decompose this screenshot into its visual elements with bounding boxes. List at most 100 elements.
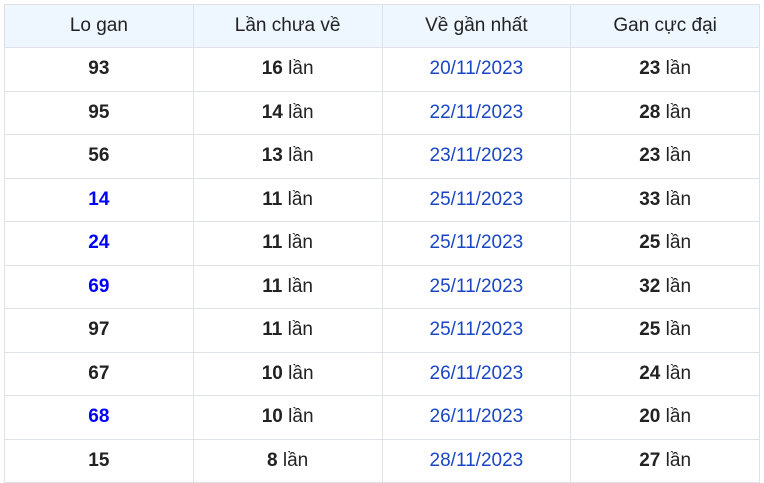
- chua-ve-cell: 11 lần: [192, 264, 383, 309]
- chua-ve-count: 10: [261, 406, 283, 428]
- lo-value: 56: [88, 145, 110, 167]
- lo-number: 69: [4, 264, 194, 309]
- unit-label: lần: [665, 362, 692, 384]
- table-row: 69 11 lần 25/11/2023 32 lần: [4, 264, 760, 309]
- gan-nhat-cell: 26/11/2023: [381, 395, 572, 440]
- date-value: 25/11/2023: [429, 319, 524, 341]
- lo-value: 97: [88, 319, 110, 341]
- gan-nhat-cell: 26/11/2023: [381, 351, 572, 396]
- unit-label: lần: [288, 406, 314, 428]
- chua-ve-count: 10: [261, 362, 283, 384]
- cuc-dai-count: 33: [639, 188, 661, 210]
- unit-label: lần: [665, 406, 692, 428]
- cuc-dai-count: 28: [639, 101, 661, 123]
- gan-nhat-cell: 25/11/2023: [381, 177, 572, 222]
- table-row: 14 11 lần 25/11/2023 33 lần: [4, 177, 760, 222]
- lo-number: 93: [4, 47, 194, 92]
- unit-label: lần: [287, 188, 313, 210]
- gan-nhat-cell: 25/11/2023: [381, 308, 572, 353]
- header-row: Lo gan Lần chưa về Về gần nhất Gan cực đ…: [4, 4, 760, 48]
- cuc-dai-count: 23: [639, 58, 661, 80]
- cuc-dai-cell: 24 lần: [570, 351, 760, 396]
- table-row: 68 10 lần 26/11/2023 20 lần: [4, 395, 760, 440]
- date-value: 23/11/2023: [429, 145, 524, 167]
- chua-ve-count: 8: [267, 449, 278, 471]
- chua-ve-cell: 10 lần: [192, 395, 383, 440]
- cuc-dai-count: 24: [639, 362, 661, 384]
- unit-label: lần: [287, 319, 313, 341]
- date-value: 20/11/2023: [429, 58, 524, 80]
- lo-number: 97: [4, 308, 194, 353]
- cuc-dai-count: 20: [639, 406, 661, 428]
- lo-number: 15: [4, 438, 194, 483]
- unit-label: lần: [665, 232, 692, 254]
- cuc-dai-cell: 25 lần: [570, 221, 760, 266]
- lo-value: 67: [88, 362, 110, 384]
- cuc-dai-cell: 32 lần: [570, 264, 760, 309]
- gan-nhat-cell: 25/11/2023: [381, 221, 572, 266]
- table-row: 15 8 lần 28/11/2023 27 lần: [4, 438, 760, 483]
- table-row: 67 10 lần 26/11/2023 24 lần: [4, 351, 760, 396]
- cuc-dai-cell: 20 lần: [570, 395, 760, 440]
- table-row: 56 13 lần 23/11/2023 23 lần: [4, 134, 760, 179]
- lo-number: 24: [4, 221, 194, 266]
- lo-value: 68: [88, 406, 110, 428]
- chua-ve-cell: 16 lần: [192, 47, 383, 92]
- chua-ve-count: 11: [262, 232, 283, 254]
- unit-label: lần: [287, 232, 313, 254]
- chua-ve-count: 16: [261, 58, 283, 80]
- unit-label: lần: [665, 319, 692, 341]
- header-lan-chua-ve: Lần chưa về: [192, 4, 383, 48]
- table-row: 95 14 lần 22/11/2023 28 lần: [4, 90, 760, 135]
- date-value: 25/11/2023: [429, 232, 524, 254]
- chua-ve-count: 14: [261, 101, 283, 123]
- cuc-dai-cell: 23 lần: [570, 134, 760, 179]
- date-value: 25/11/2023: [429, 275, 524, 297]
- unit-label: lần: [665, 58, 692, 80]
- cuc-dai-cell: 28 lần: [570, 90, 760, 135]
- header-lo-gan: Lo gan: [4, 4, 194, 48]
- chua-ve-cell: 11 lần: [192, 177, 383, 222]
- lo-number: 68: [4, 395, 194, 440]
- lo-value: 24: [88, 232, 110, 254]
- date-value: 28/11/2023: [429, 449, 524, 471]
- table-row: 93 16 lần 20/11/2023 23 lần: [4, 47, 760, 92]
- table-row: 97 11 lần 25/11/2023 25 lần: [4, 308, 760, 353]
- unit-label: lần: [282, 449, 309, 471]
- chua-ve-count: 11: [262, 319, 283, 341]
- unit-label: lần: [288, 58, 314, 80]
- unit-label: lần: [665, 145, 692, 167]
- date-value: 26/11/2023: [429, 362, 524, 384]
- chua-ve-cell: 14 lần: [192, 90, 383, 135]
- unit-label: lần: [288, 101, 314, 123]
- date-value: 26/11/2023: [429, 406, 524, 428]
- gan-nhat-cell: 22/11/2023: [381, 90, 572, 135]
- lo-number: 56: [4, 134, 194, 179]
- chua-ve-count: 11: [262, 275, 283, 297]
- chua-ve-cell: 10 lần: [192, 351, 383, 396]
- gan-nhat-cell: 28/11/2023: [381, 438, 572, 483]
- unit-label: lần: [288, 362, 314, 384]
- chua-ve-cell: 11 lần: [192, 221, 383, 266]
- cuc-dai-count: 25: [639, 319, 661, 341]
- lo-gan-table: Lo gan Lần chưa về Về gần nhất Gan cực đ…: [4, 4, 760, 483]
- lo-value: 14: [88, 188, 110, 210]
- chua-ve-count: 13: [261, 145, 283, 167]
- lo-value: 95: [88, 101, 110, 123]
- header-ve-gan-nhat: Về gần nhất: [381, 4, 572, 48]
- gan-nhat-cell: 20/11/2023: [381, 47, 572, 92]
- cuc-dai-count: 23: [639, 145, 661, 167]
- lo-number: 67: [4, 351, 194, 396]
- date-value: 25/11/2023: [429, 188, 524, 210]
- table-row: 24 11 lần 25/11/2023 25 lần: [4, 221, 760, 266]
- cuc-dai-cell: 25 lần: [570, 308, 760, 353]
- cuc-dai-cell: 33 lần: [570, 177, 760, 222]
- cuc-dai-count: 27: [639, 449, 661, 471]
- lo-number: 14: [4, 177, 194, 222]
- cuc-dai-count: 32: [639, 275, 661, 297]
- cuc-dai-cell: 23 lần: [570, 47, 760, 92]
- lo-value: 69: [88, 275, 110, 297]
- date-value: 22/11/2023: [429, 101, 524, 123]
- unit-label: lần: [665, 188, 692, 210]
- unit-label: lần: [287, 275, 313, 297]
